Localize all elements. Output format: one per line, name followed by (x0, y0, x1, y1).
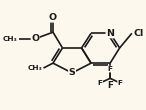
Text: Cl: Cl (134, 29, 144, 38)
Text: F: F (118, 80, 123, 86)
Text: F: F (108, 66, 113, 72)
Text: F: F (107, 81, 113, 90)
Text: N: N (106, 29, 114, 38)
Text: CH₃: CH₃ (3, 36, 18, 42)
Text: S: S (69, 68, 75, 77)
Text: O: O (31, 34, 39, 43)
Text: CH₃: CH₃ (27, 65, 42, 71)
Text: F: F (98, 80, 103, 86)
Text: O: O (49, 13, 57, 22)
